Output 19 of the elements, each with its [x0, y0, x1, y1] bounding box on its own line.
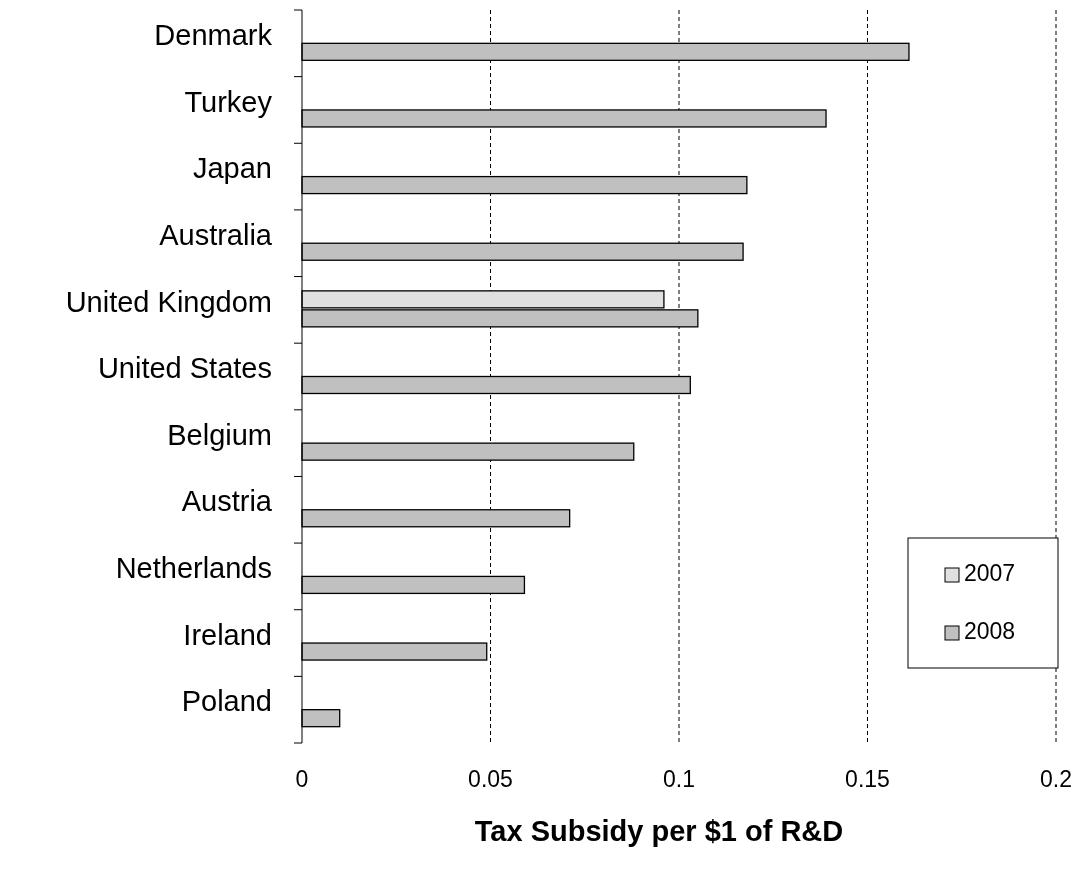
y-tick-label: United States: [97, 352, 272, 385]
y-tick-label: Japan: [192, 152, 272, 185]
y-tick-label: Austria: [181, 485, 273, 518]
y-tick-label: Belgium: [167, 418, 272, 451]
x-axis-title: Tax Subsidy per $1 of R&D: [474, 815, 844, 847]
y-tick-label: United Kingdom: [65, 285, 272, 318]
x-tick-label: 0.1: [663, 766, 695, 792]
x-tick-label: 0.15: [845, 766, 890, 792]
y-tick-label: Poland: [181, 685, 272, 718]
y-tick-label: Denmark: [154, 18, 273, 51]
x-tick-label: 0.2: [1040, 766, 1072, 792]
legend-label: 2007: [964, 560, 1016, 587]
x-tick-label: 0.05: [468, 766, 513, 792]
y-tick-label: Australia: [159, 218, 273, 251]
y-tick-label: Netherlands: [115, 552, 272, 585]
y-tick-label: Ireland: [183, 618, 272, 651]
x-tick-label: 0: [295, 766, 309, 792]
y-tick-label: Turkey: [184, 85, 273, 118]
legend-label: 2008: [964, 618, 1016, 645]
